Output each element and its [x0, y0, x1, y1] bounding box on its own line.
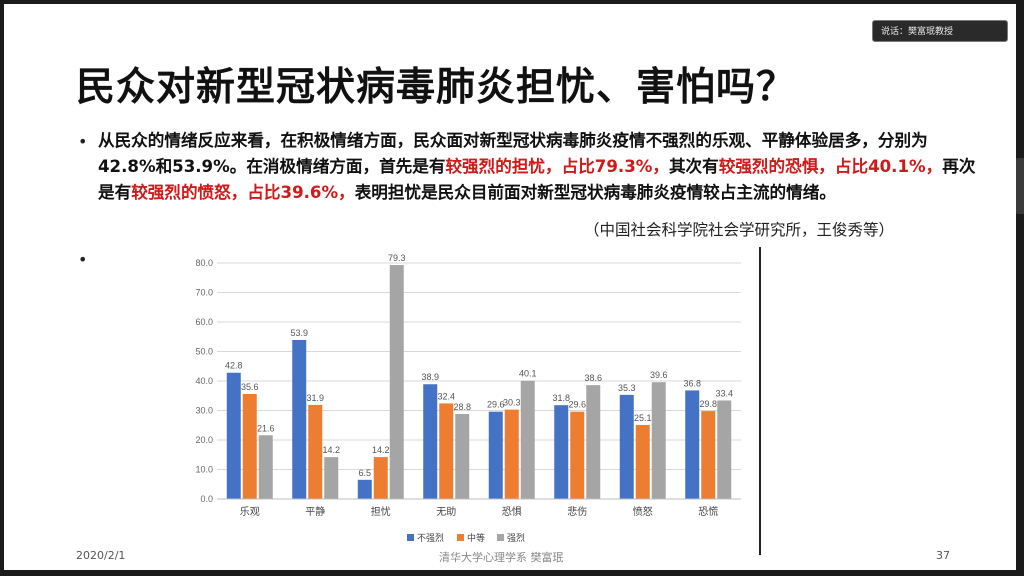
x-category-label: 悲伤 — [567, 505, 587, 518]
slide-title: 民众对新型冠状病毒肺炎担忧、害怕吗？ — [76, 64, 797, 110]
data-label: 28.8 — [453, 402, 471, 412]
bar — [455, 414, 470, 499]
data-label: 35.3 — [618, 383, 636, 393]
bullet-marker: • — [78, 132, 88, 151]
bullet-paragraph: 从民众的情绪反应来看，在积极情绪方面，民众面对新型冠状病毒肺炎疫情不强烈的乐观、… — [98, 128, 984, 206]
x-category-label: 愤怒 — [633, 505, 653, 518]
footer-date: 2020/2/1 — [76, 549, 126, 562]
data-label: 32.4 — [437, 391, 455, 401]
data-label: 30.3 — [503, 398, 521, 408]
y-tick-label: 0.0 — [200, 494, 213, 504]
bar — [554, 405, 569, 499]
legend-label: 中等 — [467, 532, 485, 544]
bar — [439, 403, 454, 499]
bar — [570, 411, 585, 499]
data-label: 31.8 — [552, 393, 570, 403]
data-label: 6.5 — [358, 468, 371, 478]
source-citation: （中国社会科学院社会学研究所，王俊秀等） — [584, 221, 895, 239]
y-tick-label: 60.0 — [195, 317, 213, 327]
highlight-fear: 较强烈的恐惧，占比40.1%， — [718, 157, 943, 176]
side-panel-handle[interactable] — [1016, 158, 1024, 214]
data-label: 31.9 — [306, 393, 324, 403]
data-label: 36.8 — [683, 378, 701, 388]
data-label: 14.2 — [322, 445, 340, 455]
bar — [701, 411, 716, 499]
y-tick-label: 10.0 — [195, 465, 213, 475]
x-category-label: 平静 — [305, 505, 325, 518]
bar — [488, 411, 503, 499]
x-category-label: 恐慌 — [698, 506, 718, 518]
bar — [619, 394, 634, 499]
emotion-bar-chart: 0.0 10.0 20.0 30.0 40.0 50.0 60.0 70.0 80.0 42.8 3… — [169, 247, 761, 555]
data-label: 29.8 — [699, 399, 717, 409]
slide-number: 37 — [936, 549, 950, 562]
bar — [308, 404, 323, 499]
bar — [504, 409, 519, 499]
data-label: 33.4 — [715, 388, 733, 398]
data-label: 38.9 — [421, 372, 439, 382]
data-label: 53.9 — [290, 328, 308, 338]
bar — [373, 457, 388, 499]
y-tick-label: 50.0 — [195, 347, 213, 357]
chart-canvas: 0.0 10.0 20.0 30.0 40.0 50.0 60.0 70.0 80.0 42.8 3… — [195, 253, 741, 544]
data-label: 40.1 — [519, 369, 537, 379]
legend-label: 强烈 — [507, 533, 525, 544]
bar — [258, 435, 273, 499]
bar — [292, 339, 307, 499]
paragraph-text-2: 其次有 — [668, 157, 719, 176]
bar — [586, 385, 601, 499]
legend-label: 不强烈 — [417, 533, 444, 544]
data-label: 29.6 — [487, 400, 505, 410]
bar — [357, 479, 372, 499]
bar — [717, 400, 732, 499]
footer-author: 清华大学心理学系 樊富珉 — [439, 551, 564, 564]
x-category-label: 无助 — [436, 505, 456, 518]
bullet-marker-2: • — [78, 250, 88, 269]
legend-swatch — [407, 534, 414, 541]
legend-swatch — [497, 534, 504, 541]
data-label: 35.6 — [241, 382, 259, 392]
bar — [242, 393, 257, 499]
data-label: 79.3 — [388, 253, 406, 263]
data-label: 39.6 — [650, 370, 668, 380]
y-tick-label: 30.0 — [195, 406, 213, 416]
y-tick-label: 20.0 — [195, 435, 213, 445]
speaker-label: 说话：樊富珉教授 — [872, 20, 1008, 42]
x-category-label: 恐惧 — [502, 506, 522, 518]
y-tick-label: 70.0 — [195, 288, 213, 298]
data-label: 29.6 — [568, 400, 586, 410]
paragraph-text-4: 表明担忧是民众目前面对新型冠状病毒肺炎疫情较占主流的情绪。 — [354, 183, 836, 202]
bar — [685, 390, 700, 499]
data-label: 21.6 — [257, 423, 275, 433]
y-tick-label: 40.0 — [195, 376, 213, 386]
presentation-slide: 民众对新型冠状病毒肺炎担忧、害怕吗？ • 从民众的情绪反应来看，在积极情绪方面，… — [4, 4, 1016, 570]
bar — [635, 424, 650, 499]
bar — [389, 265, 404, 499]
data-label: 42.8 — [225, 361, 243, 371]
data-label: 25.1 — [634, 413, 652, 423]
x-category-label: 乐观 — [240, 506, 260, 518]
highlight-worry: 较强烈的担忧，占比79.3%， — [445, 157, 669, 176]
bar — [423, 384, 438, 499]
bar — [651, 382, 666, 499]
paragraph-text-1: 从民众的情绪反应来看，在积极情绪方面，民众面对新型冠状病毒肺炎疫情不强烈的乐观、… — [98, 131, 928, 176]
bar — [520, 380, 535, 499]
paragraph-text-3: 再次是有 — [98, 157, 976, 202]
bar — [324, 457, 339, 499]
legend-swatch — [457, 534, 464, 541]
x-category-label: 担忧 — [371, 505, 391, 518]
data-label: 14.2 — [372, 445, 390, 455]
highlight-anger: 较强烈的愤怒，占比39.6%， — [131, 183, 355, 202]
y-tick-label: 80.0 — [195, 258, 213, 268]
data-label: 38.6 — [584, 373, 602, 383]
bar — [226, 372, 241, 499]
